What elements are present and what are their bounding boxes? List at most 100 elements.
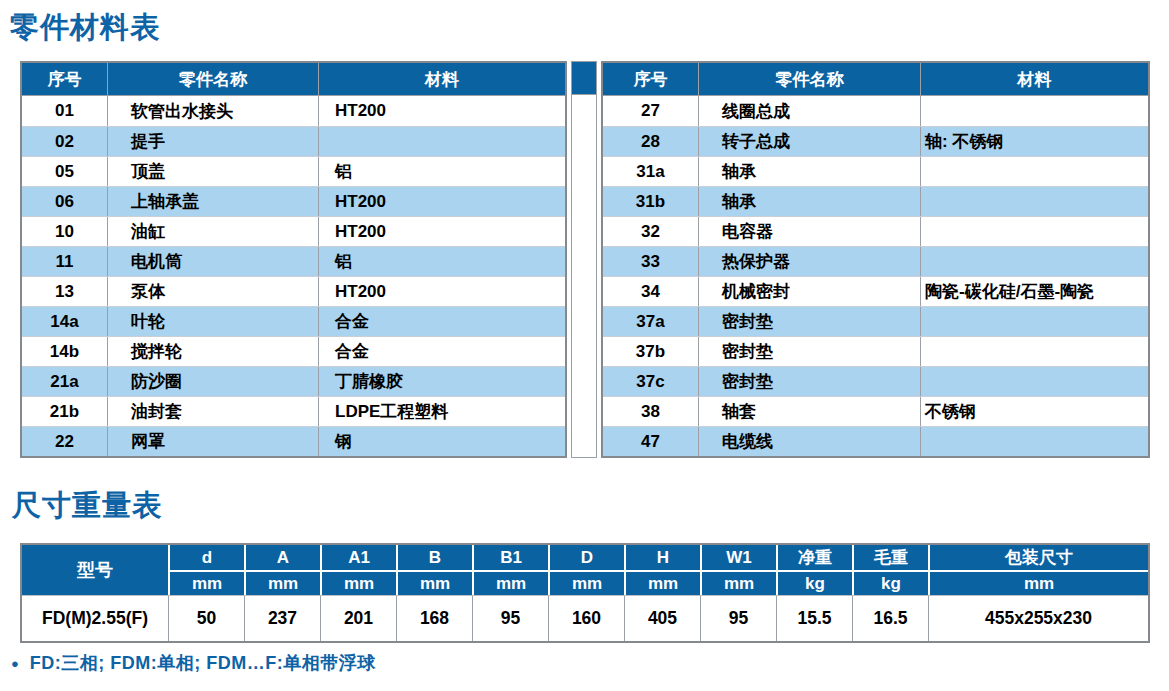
part-name: 电容器 (698, 217, 920, 246)
dim-value: 95 (700, 596, 776, 641)
col-header-no: 序号 (603, 63, 698, 95)
part-name: 电缆线 (698, 427, 920, 456)
dim-col-header: W1mm (700, 545, 776, 595)
dim-col-label: B (398, 545, 472, 572)
part-material (920, 217, 1148, 246)
part-no: 32 (603, 217, 698, 246)
dim-col-unit: mm (322, 572, 396, 595)
table-row: 22网罩钢 (22, 426, 565, 456)
part-name: 密封垫 (698, 367, 920, 396)
dim-col-unit: mm (246, 572, 320, 595)
part-no: 38 (603, 397, 698, 426)
col-header-model: 型号 (22, 545, 168, 595)
table-row: 06上轴承盖HT200 (22, 186, 565, 216)
part-name: 油封套 (107, 397, 318, 426)
part-name: 转子总成 (698, 127, 920, 156)
dim-col-unit: mm (398, 572, 472, 595)
col-header-no: 序号 (22, 63, 107, 95)
dimension-weight-table: 型号 dmm Amm A1mm Bmm B1mm Dmm Hmm W1mm 净重… (20, 543, 1150, 643)
part-name: 提手 (107, 127, 318, 156)
part-material (920, 96, 1148, 126)
dim-col-label: D (550, 545, 624, 572)
table-row: 14b搅拌轮合金 (22, 336, 565, 366)
part-no: 02 (22, 127, 107, 156)
part-no: 37b (603, 337, 698, 366)
part-material: 丁腈橡胶 (318, 367, 565, 396)
part-material: LDPE工程塑料 (318, 397, 565, 426)
dim-col-header: Bmm (396, 545, 472, 595)
table-spacer-header (572, 62, 596, 95)
part-material: 合金 (318, 337, 565, 366)
part-no: 34 (603, 277, 698, 306)
part-name: 密封垫 (698, 337, 920, 366)
dim-col-label: d (170, 545, 244, 572)
part-material: HT200 (318, 187, 565, 216)
dim-value: 50 (168, 596, 244, 641)
part-material (920, 247, 1148, 276)
table-row: 13泵体HT200 (22, 276, 565, 306)
dim-col-header: 包装尺寸mm (928, 545, 1148, 595)
dim-col-unit: kg (778, 572, 852, 595)
part-name: 电机筒 (107, 247, 318, 276)
part-no: 37a (603, 307, 698, 336)
part-material: 铝 (318, 157, 565, 186)
model-value: FD(M)2.55(F) (22, 596, 168, 641)
parts-table-left-header: 序号 零件名称 材料 (22, 63, 565, 96)
part-material (920, 337, 1148, 366)
table-row: 05顶盖铝 (22, 156, 565, 186)
dim-col-label: A (246, 545, 320, 572)
part-no: 27 (603, 96, 698, 126)
dim-value: 95 (472, 596, 548, 641)
part-no: 28 (603, 127, 698, 156)
dim-col-label: 毛重 (854, 545, 928, 572)
footnote-text: FD:三相; FDM:单相; FDM…F:单相带浮球 (30, 651, 376, 675)
table-row: 34机械密封陶瓷-碳化硅/石墨-陶瓷 (603, 276, 1148, 306)
table-row: 28转子总成轴: 不锈钢 (603, 126, 1148, 156)
dim-col-label: H (626, 545, 700, 572)
part-no: 06 (22, 187, 107, 216)
col-header-name: 零件名称 (698, 63, 920, 95)
part-name: 网罩 (107, 427, 318, 456)
part-name: 热保护器 (698, 247, 920, 276)
part-no: 21b (22, 397, 107, 426)
footnote: ● FD:三相; FDM:单相; FDM…F:单相带浮球 (11, 651, 376, 675)
part-no: 37c (603, 367, 698, 396)
dim-col-unit: mm (930, 572, 1148, 595)
part-no: 33 (603, 247, 698, 276)
part-name: 密封垫 (698, 307, 920, 336)
col-header-name: 零件名称 (107, 63, 318, 95)
part-material: 轴: 不锈钢 (920, 127, 1148, 156)
part-name: 叶轮 (107, 307, 318, 336)
part-name: 防沙圈 (107, 367, 318, 396)
dim-col-unit: mm (170, 572, 244, 595)
part-material: HT200 (318, 96, 565, 126)
part-material (920, 307, 1148, 336)
dim-col-label: 包装尺寸 (930, 545, 1148, 572)
dim-col-header: Dmm (548, 545, 624, 595)
part-no: 31a (603, 157, 698, 186)
part-no: 21a (22, 367, 107, 396)
part-material: 陶瓷-碳化硅/石墨-陶瓷 (920, 277, 1148, 306)
part-name: 上轴承盖 (107, 187, 318, 216)
table-row: 27线圈总成 (603, 96, 1148, 126)
part-no: 13 (22, 277, 107, 306)
table-spacer-column (571, 61, 597, 458)
table-row: 01软管出水接头HT200 (22, 96, 565, 126)
part-material (920, 157, 1148, 186)
dim-value: 160 (548, 596, 624, 641)
part-material: 合金 (318, 307, 565, 336)
table-row: 21b油封套LDPE工程塑料 (22, 396, 565, 426)
table-row: 21a防沙圈丁腈橡胶 (22, 366, 565, 396)
dim-col-header: 净重kg (776, 545, 852, 595)
dim-value: 237 (244, 596, 320, 641)
part-no: 22 (22, 427, 107, 456)
bullet-icon: ● (11, 657, 19, 670)
dim-col-unit: mm (702, 572, 776, 595)
dim-value: 455x255x230 (928, 596, 1148, 641)
part-material: HT200 (318, 217, 565, 246)
table-row: 14a叶轮合金 (22, 306, 565, 336)
part-name: 顶盖 (107, 157, 318, 186)
parts-table-right-header: 序号 零件名称 材料 (603, 63, 1148, 96)
table-row: 38轴套不锈钢 (603, 396, 1148, 426)
dim-col-header: Amm (244, 545, 320, 595)
